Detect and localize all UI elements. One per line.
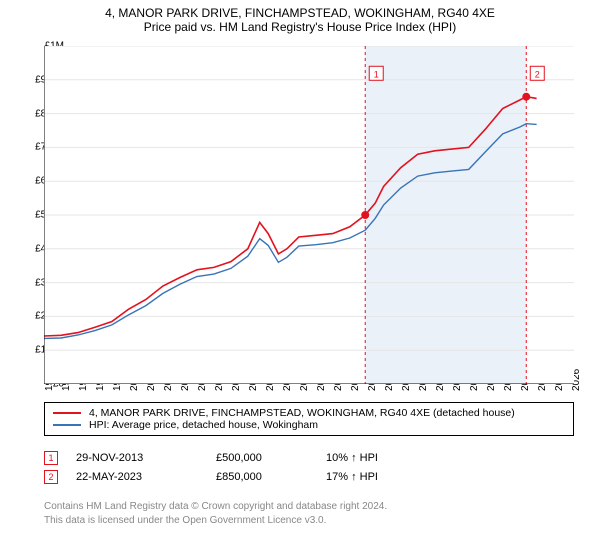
legend-swatch	[53, 412, 81, 414]
footer: Contains HM Land Registry data © Crown c…	[44, 500, 574, 527]
legend-swatch	[53, 424, 81, 426]
legend-label: HPI: Average price, detached house, Woki…	[89, 419, 318, 431]
title-block: 4, MANOR PARK DRIVE, FINCHAMPSTEAD, WOKI…	[0, 0, 600, 36]
legend-label: 4, MANOR PARK DRIVE, FINCHAMPSTEAD, WOKI…	[89, 407, 515, 419]
legend-item: 4, MANOR PARK DRIVE, FINCHAMPSTEAD, WOKI…	[53, 407, 565, 419]
line-chart: 12	[44, 46, 574, 384]
event-row: 1 29-NOV-2013£500,00010% ↑ HPI	[44, 451, 574, 465]
event-row: 2 22-MAY-2023£850,00017% ↑ HPI	[44, 470, 574, 484]
svg-text:2: 2	[535, 69, 540, 79]
legend: 4, MANOR PARK DRIVE, FINCHAMPSTEAD, WOKI…	[44, 402, 574, 436]
footer-line2: This data is licensed under the Open Gov…	[44, 514, 574, 528]
title-address: 4, MANOR PARK DRIVE, FINCHAMPSTEAD, WOKI…	[0, 6, 600, 20]
event-date: 29-NOV-2013	[76, 452, 216, 464]
event-date: 22-MAY-2023	[76, 471, 216, 483]
chart-container: 4, MANOR PARK DRIVE, FINCHAMPSTEAD, WOKI…	[0, 0, 600, 560]
footer-line1: Contains HM Land Registry data © Crown c…	[44, 500, 574, 514]
legend-item: HPI: Average price, detached house, Woki…	[53, 419, 565, 431]
event-list: 1 29-NOV-2013£500,00010% ↑ HPI 2 22-MAY-202…	[44, 446, 574, 489]
event-price: £850,000	[216, 471, 326, 483]
title-subtitle: Price paid vs. HM Land Registry's House …	[0, 20, 600, 34]
event-price: £500,000	[216, 452, 326, 464]
event-diff: 10% ↑ HPI	[326, 452, 378, 464]
event-diff: 17% ↑ HPI	[326, 471, 378, 483]
event-marker: 2	[44, 470, 58, 484]
event-marker: 1	[44, 451, 58, 465]
chart-area: 12	[44, 46, 574, 384]
svg-text:1: 1	[374, 69, 379, 79]
